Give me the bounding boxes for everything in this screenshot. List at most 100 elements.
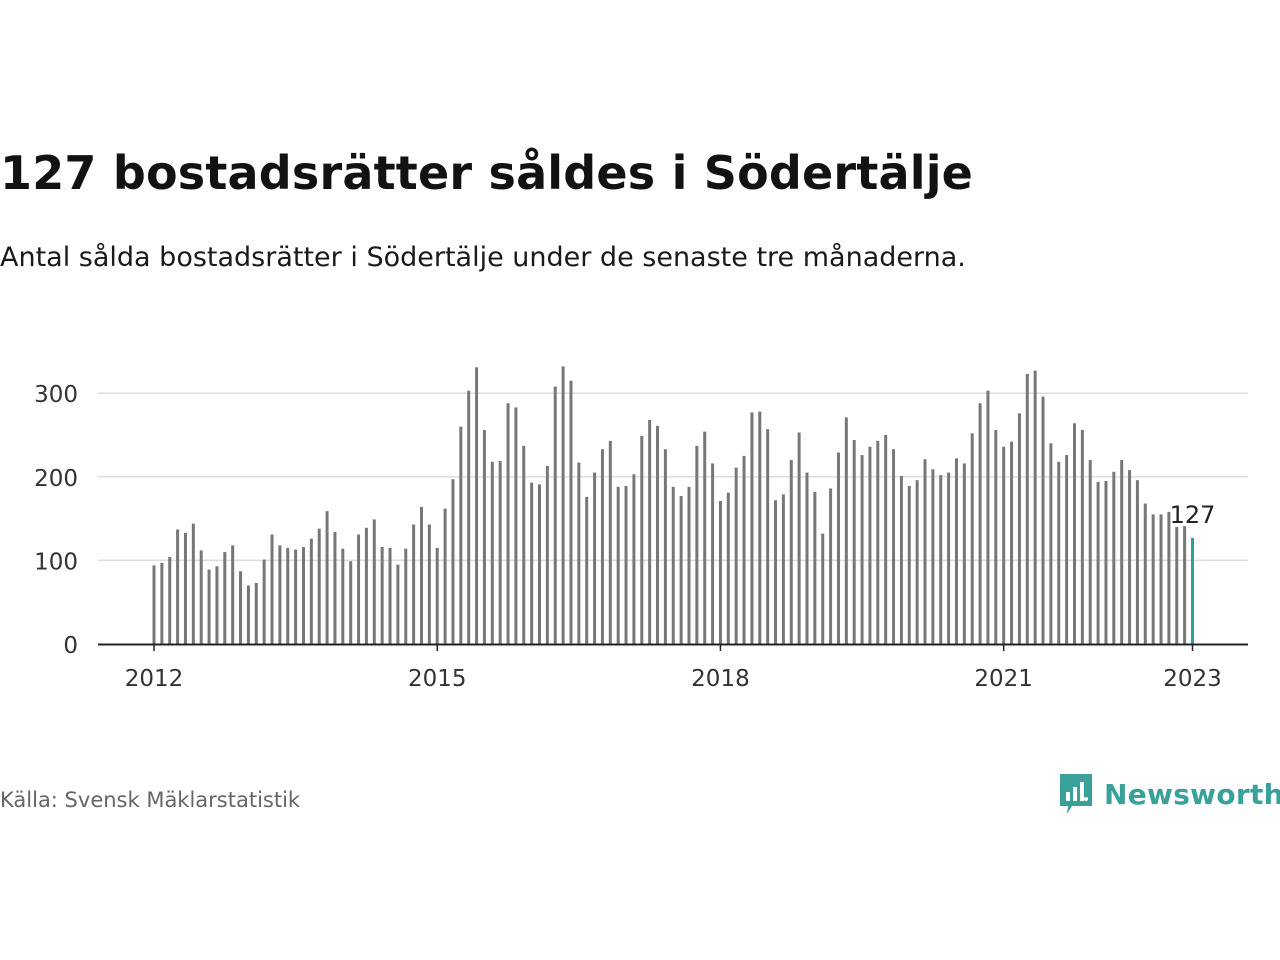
bar xyxy=(404,548,408,644)
bar xyxy=(1143,503,1147,644)
y-tick-label: 0 xyxy=(63,633,78,659)
bar xyxy=(695,445,699,644)
bar xyxy=(860,455,864,644)
bar xyxy=(648,419,652,644)
bar xyxy=(970,433,974,644)
x-tick-label: 2023 xyxy=(1163,666,1222,692)
bar xyxy=(608,440,612,644)
source-note: Källa: Svensk Mäklarstatistik xyxy=(0,788,301,812)
bar xyxy=(357,534,361,644)
bar xyxy=(215,566,219,644)
bar xyxy=(262,559,266,644)
bar xyxy=(671,486,675,644)
bar xyxy=(703,431,707,644)
bar xyxy=(1159,514,1163,644)
bar xyxy=(183,532,187,644)
bar xyxy=(1017,413,1021,644)
bar xyxy=(191,523,195,644)
bar xyxy=(349,561,353,644)
bar xyxy=(1183,526,1187,644)
bar xyxy=(1033,370,1037,644)
bar xyxy=(923,459,927,644)
bar xyxy=(443,508,447,644)
bar xyxy=(1065,455,1069,644)
bar xyxy=(522,445,526,644)
bar xyxy=(270,534,274,644)
bar xyxy=(168,557,172,644)
bar xyxy=(490,461,494,644)
bar xyxy=(309,538,313,644)
bar xyxy=(412,524,416,644)
bar xyxy=(687,486,691,644)
bar xyxy=(1096,481,1100,644)
bar xyxy=(1088,460,1092,644)
bar xyxy=(632,474,636,644)
x-tick-label: 2018 xyxy=(691,666,750,692)
bar xyxy=(482,429,486,644)
bar xyxy=(939,475,943,644)
bar xyxy=(797,432,801,644)
bar xyxy=(1191,537,1194,644)
bar xyxy=(915,480,919,644)
bar xyxy=(805,472,809,644)
bar xyxy=(506,403,510,644)
bar xyxy=(1049,443,1053,644)
bar xyxy=(829,488,833,644)
y-tick-label: 200 xyxy=(34,466,78,492)
highlight-value-label: 127 xyxy=(1170,501,1216,529)
bar xyxy=(176,529,180,644)
bar xyxy=(868,446,872,644)
bar xyxy=(1135,480,1139,644)
bar xyxy=(1057,461,1061,644)
bar xyxy=(899,475,903,644)
bar xyxy=(954,458,958,644)
brand-logo[interactable]: Newsworthy xyxy=(1058,772,1280,816)
bar xyxy=(388,547,392,644)
bar-chart: 0 100 200 300 2012 2015 2018 2021 2023 127 xyxy=(34,366,1248,692)
x-tick-label: 2015 xyxy=(408,666,467,692)
bar xyxy=(750,412,754,644)
x-tick-label: 2012 xyxy=(125,666,184,692)
bar xyxy=(624,485,628,644)
bar xyxy=(364,527,368,644)
bar xyxy=(766,429,770,644)
bar xyxy=(396,564,400,644)
bar xyxy=(1128,470,1132,644)
bar xyxy=(223,552,227,644)
bar xyxy=(734,467,738,644)
bar xyxy=(931,469,935,644)
bar xyxy=(1072,423,1076,644)
bar xyxy=(600,449,604,644)
bar xyxy=(1175,526,1179,644)
bar xyxy=(514,407,518,644)
bar xyxy=(333,531,337,644)
chart-subtitle: Antal sålda bostadsrätter i Södertälje u… xyxy=(0,242,966,273)
bar xyxy=(160,562,164,644)
bar xyxy=(427,524,431,644)
bar xyxy=(821,533,825,644)
bar xyxy=(852,440,856,644)
x-tick-label: 2021 xyxy=(974,666,1033,692)
bar xyxy=(781,494,785,644)
bar xyxy=(884,435,888,644)
bar xyxy=(372,519,376,644)
bar xyxy=(813,491,817,644)
bar xyxy=(459,426,463,644)
bar xyxy=(498,460,502,644)
bar xyxy=(726,492,730,644)
bar xyxy=(679,496,683,644)
bar xyxy=(656,425,660,644)
bar xyxy=(789,460,793,644)
bar xyxy=(553,386,557,644)
bar xyxy=(742,455,746,644)
bar xyxy=(907,485,911,644)
bar xyxy=(774,500,778,644)
bar xyxy=(616,486,620,644)
bar xyxy=(317,528,321,644)
bar xyxy=(836,452,840,644)
bar xyxy=(978,403,982,644)
bar xyxy=(1167,511,1171,644)
bar-chart-speech-bubble-icon xyxy=(1060,774,1092,814)
bar xyxy=(947,472,951,644)
y-tick-label: 300 xyxy=(34,382,78,408)
